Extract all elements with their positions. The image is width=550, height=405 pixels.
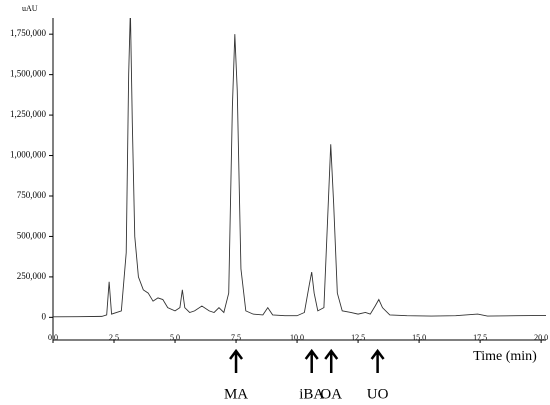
y-axis-label: uAU bbox=[22, 4, 38, 13]
y-tick-label: 750,000 bbox=[17, 190, 47, 200]
x-tick-label: 2.5 bbox=[109, 333, 119, 342]
x-tick-label: 0.0 bbox=[48, 333, 58, 342]
x-tick-label: 7.5 bbox=[231, 333, 241, 342]
arrow bbox=[370, 348, 385, 373]
x-tick-label: 15.0 bbox=[412, 333, 426, 342]
y-tick-label: 1,500,000 bbox=[10, 69, 47, 79]
trace bbox=[53, 18, 546, 318]
y-tick-label: 500,000 bbox=[17, 231, 47, 241]
y-tick-label: 0 bbox=[42, 311, 47, 321]
y-tick-label: 1,250,000 bbox=[10, 109, 47, 119]
x-axis-label: Time (min) bbox=[473, 349, 537, 364]
annotation: iBA bbox=[299, 386, 324, 402]
arrow bbox=[324, 348, 339, 373]
y-tick-label: 1,750,000 bbox=[10, 28, 47, 38]
y-tick-label: 1,000,000 bbox=[10, 150, 47, 160]
arrow bbox=[229, 348, 244, 373]
y-tick-label: 250,000 bbox=[17, 271, 47, 281]
x-tick-label: 17.5 bbox=[473, 333, 487, 342]
arrow bbox=[304, 348, 319, 373]
x-tick-label: 5.0 bbox=[170, 333, 180, 342]
x-tick-label: 12.5 bbox=[351, 333, 365, 342]
annotation: MA bbox=[224, 386, 248, 402]
annotation: OA bbox=[320, 386, 342, 402]
annotation: UO bbox=[367, 386, 389, 402]
x-tick-label: 20.0 bbox=[534, 333, 548, 342]
x-tick-label: 10.0 bbox=[290, 333, 304, 342]
